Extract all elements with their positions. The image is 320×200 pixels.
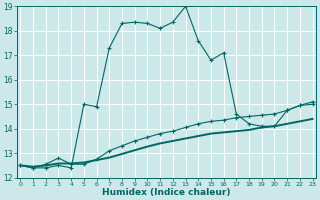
X-axis label: Humidex (Indice chaleur): Humidex (Indice chaleur) bbox=[102, 188, 231, 197]
